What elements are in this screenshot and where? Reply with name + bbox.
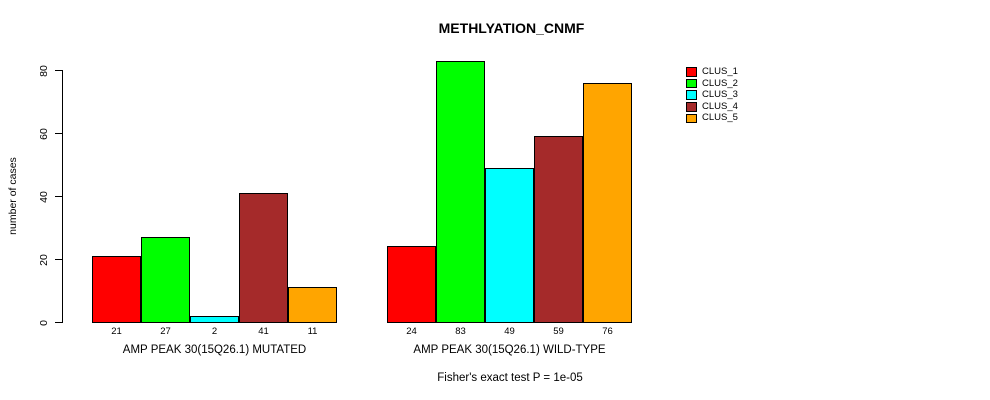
bar-clus_5-group2 — [583, 82, 632, 323]
bar-value-label: 76 — [602, 326, 613, 337]
y-tick — [55, 259, 62, 260]
legend-item-clus_1: CLUS_1 — [686, 66, 738, 78]
y-axis-line — [62, 70, 63, 323]
y-tick-label: 0 — [38, 319, 50, 326]
bar-value-label: 41 — [258, 326, 269, 337]
bar-clus_4-group1 — [239, 192, 288, 323]
footer-annotation: Fisher's exact test P = 1e-05 — [437, 372, 583, 384]
y-tick — [55, 133, 62, 134]
legend-label: CLUS_2 — [702, 77, 738, 89]
bar-clus_1-group2 — [387, 246, 436, 323]
bar-value-label: 11 — [307, 326, 318, 337]
bar-value-label: 2 — [211, 326, 218, 337]
y-tick — [55, 70, 62, 71]
bar-value-label: 21 — [111, 326, 122, 337]
bar-value-label: 83 — [455, 326, 466, 337]
legend-label: CLUS_5 — [702, 112, 738, 124]
group-label: AMP PEAK 30(15Q26.1) WILD-TYPE — [413, 344, 606, 356]
legend-label: CLUS_4 — [702, 100, 738, 112]
bar-clus_1-group1 — [92, 255, 141, 323]
legend-label: CLUS_3 — [702, 89, 738, 101]
y-tick-label: 80 — [38, 64, 50, 77]
bar-value-label: 49 — [504, 326, 515, 337]
legend-item-clus_5: CLUS_5 — [686, 112, 738, 124]
y-tick-label: 20 — [38, 253, 50, 266]
bar-value-label: 59 — [553, 326, 564, 337]
bar-clus_3-group1 — [190, 315, 239, 323]
y-tick-label: 40 — [38, 190, 50, 203]
legend-swatch-clus_4 — [686, 102, 697, 112]
bar-value-label: 24 — [406, 326, 417, 337]
chart-title: METHLYATION_CNMF — [438, 20, 585, 36]
bar-clus_5-group1 — [288, 287, 337, 323]
legend-swatch-clus_3 — [686, 90, 697, 100]
legend-item-clus_2: CLUS_2 — [686, 78, 738, 90]
legend-swatch-clus_1 — [686, 67, 697, 77]
legend-swatch-clus_2 — [686, 78, 697, 89]
y-tick-label: 60 — [38, 127, 50, 140]
legend-label: CLUS_1 — [702, 66, 738, 77]
legend-swatch-clus_5 — [686, 113, 697, 124]
bar-clus_2-group1 — [141, 236, 190, 323]
bar-clus_4-group2 — [534, 136, 583, 323]
y-tick — [55, 322, 62, 323]
legend-item-clus_4: CLUS_4 — [686, 101, 738, 113]
bar-value-label: 27 — [160, 326, 171, 337]
bar-clus_3-group2 — [485, 167, 534, 323]
bar-clus_2-group2 — [436, 60, 485, 323]
group-label: AMP PEAK 30(15Q26.1) MUTATED — [122, 344, 307, 356]
legend-item-clus_3: CLUS_3 — [686, 89, 738, 101]
y-tick — [55, 196, 62, 197]
